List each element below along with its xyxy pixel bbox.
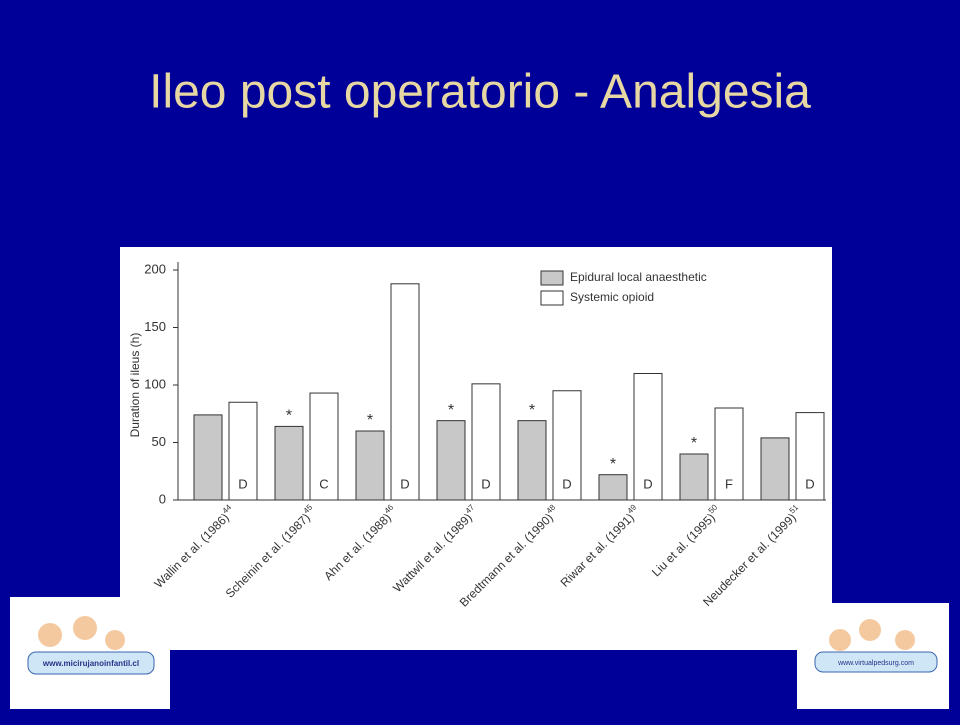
logo-figure	[829, 629, 851, 651]
logo-text: www.micirujanoinfantil.cl	[42, 659, 139, 668]
bar	[309, 392, 339, 501]
bar	[193, 414, 223, 501]
significance-marker: *	[610, 456, 616, 473]
y-tick-label: 150	[144, 319, 166, 334]
bar	[633, 373, 663, 501]
group-letter: D	[562, 476, 571, 491]
group-letter: D	[481, 476, 490, 491]
legend-swatch	[540, 290, 564, 306]
bar	[471, 383, 501, 501]
logo-figure	[38, 623, 62, 647]
logo-figure	[859, 619, 881, 641]
slide-title: Ileo post operatorio - Analgesia	[149, 66, 811, 119]
logo-text: www.virtualpedsurg.com	[837, 660, 914, 667]
logo-right: www.virtualpedsurg.com	[797, 603, 949, 709]
legend-label: Epidural local anaesthetic	[570, 270, 707, 284]
bar	[436, 420, 466, 501]
logo-figure	[105, 630, 125, 650]
group-letter: D	[400, 476, 409, 491]
significance-marker: *	[367, 412, 373, 429]
significance-marker: *	[529, 402, 535, 419]
logo-figure	[895, 630, 915, 650]
y-tick-label: 50	[152, 434, 166, 449]
y-axis-label: Duration of ileus (h)	[128, 333, 142, 438]
bar	[552, 390, 582, 501]
bar	[390, 283, 420, 501]
bar	[355, 430, 385, 501]
group-letter: F	[725, 476, 733, 491]
y-tick-label: 100	[144, 376, 166, 391]
bar	[228, 401, 258, 501]
y-tick-label: 0	[159, 491, 166, 506]
significance-marker: *	[691, 435, 697, 452]
significance-marker: *	[286, 408, 292, 425]
bar	[795, 412, 825, 501]
y-tick-label: 200	[144, 261, 166, 276]
bar	[760, 437, 790, 501]
significance-marker: *	[448, 402, 454, 419]
group-letter: D	[643, 476, 652, 491]
logo-left: www.micirujanoinfantil.cl	[10, 597, 170, 709]
group-letter: C	[319, 476, 328, 491]
group-letter: D	[238, 476, 247, 491]
logo-figure	[73, 616, 97, 640]
logo-banner	[27, 651, 155, 675]
bar	[274, 425, 304, 501]
bar	[714, 407, 744, 501]
bar	[679, 453, 709, 501]
group-letter: D	[805, 476, 814, 491]
logo-banner	[814, 651, 938, 673]
bar	[517, 420, 547, 501]
legend-label: Systemic opioid	[570, 290, 654, 304]
legend-swatch	[540, 270, 564, 286]
bar	[598, 474, 628, 501]
